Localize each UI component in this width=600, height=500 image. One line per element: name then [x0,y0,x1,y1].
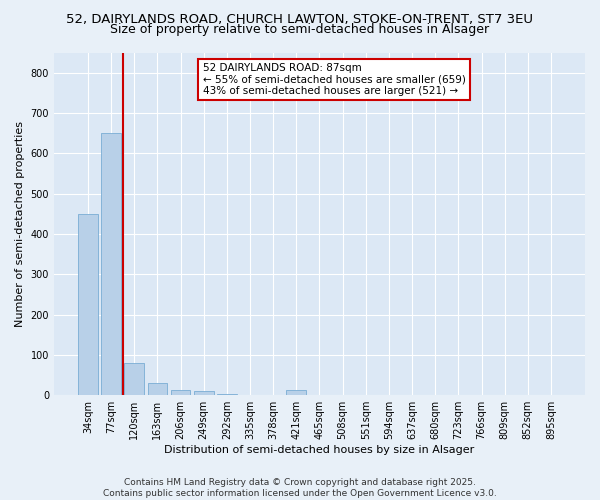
Text: Size of property relative to semi-detached houses in Alsager: Size of property relative to semi-detach… [110,22,490,36]
Bar [217,394,236,395]
Text: 52, DAIRYLANDS ROAD, CHURCH LAWTON, STOKE-ON-TRENT, ST7 3EU: 52, DAIRYLANDS ROAD, CHURCH LAWTON, STOK… [67,12,533,26]
Bar [194,391,214,395]
Bar [101,132,121,395]
Bar [124,363,144,395]
X-axis label: Distribution of semi-detached houses by size in Alsager: Distribution of semi-detached houses by … [164,445,475,455]
Text: Contains HM Land Registry data © Crown copyright and database right 2025.
Contai: Contains HM Land Registry data © Crown c… [103,478,497,498]
Bar [286,390,306,395]
Text: 52 DAIRYLANDS ROAD: 87sqm
← 55% of semi-detached houses are smaller (659)
43% of: 52 DAIRYLANDS ROAD: 87sqm ← 55% of semi-… [203,63,466,96]
Y-axis label: Number of semi-detached properties: Number of semi-detached properties [15,121,25,327]
Bar [78,214,98,395]
Bar [148,383,167,395]
Bar [170,390,190,395]
